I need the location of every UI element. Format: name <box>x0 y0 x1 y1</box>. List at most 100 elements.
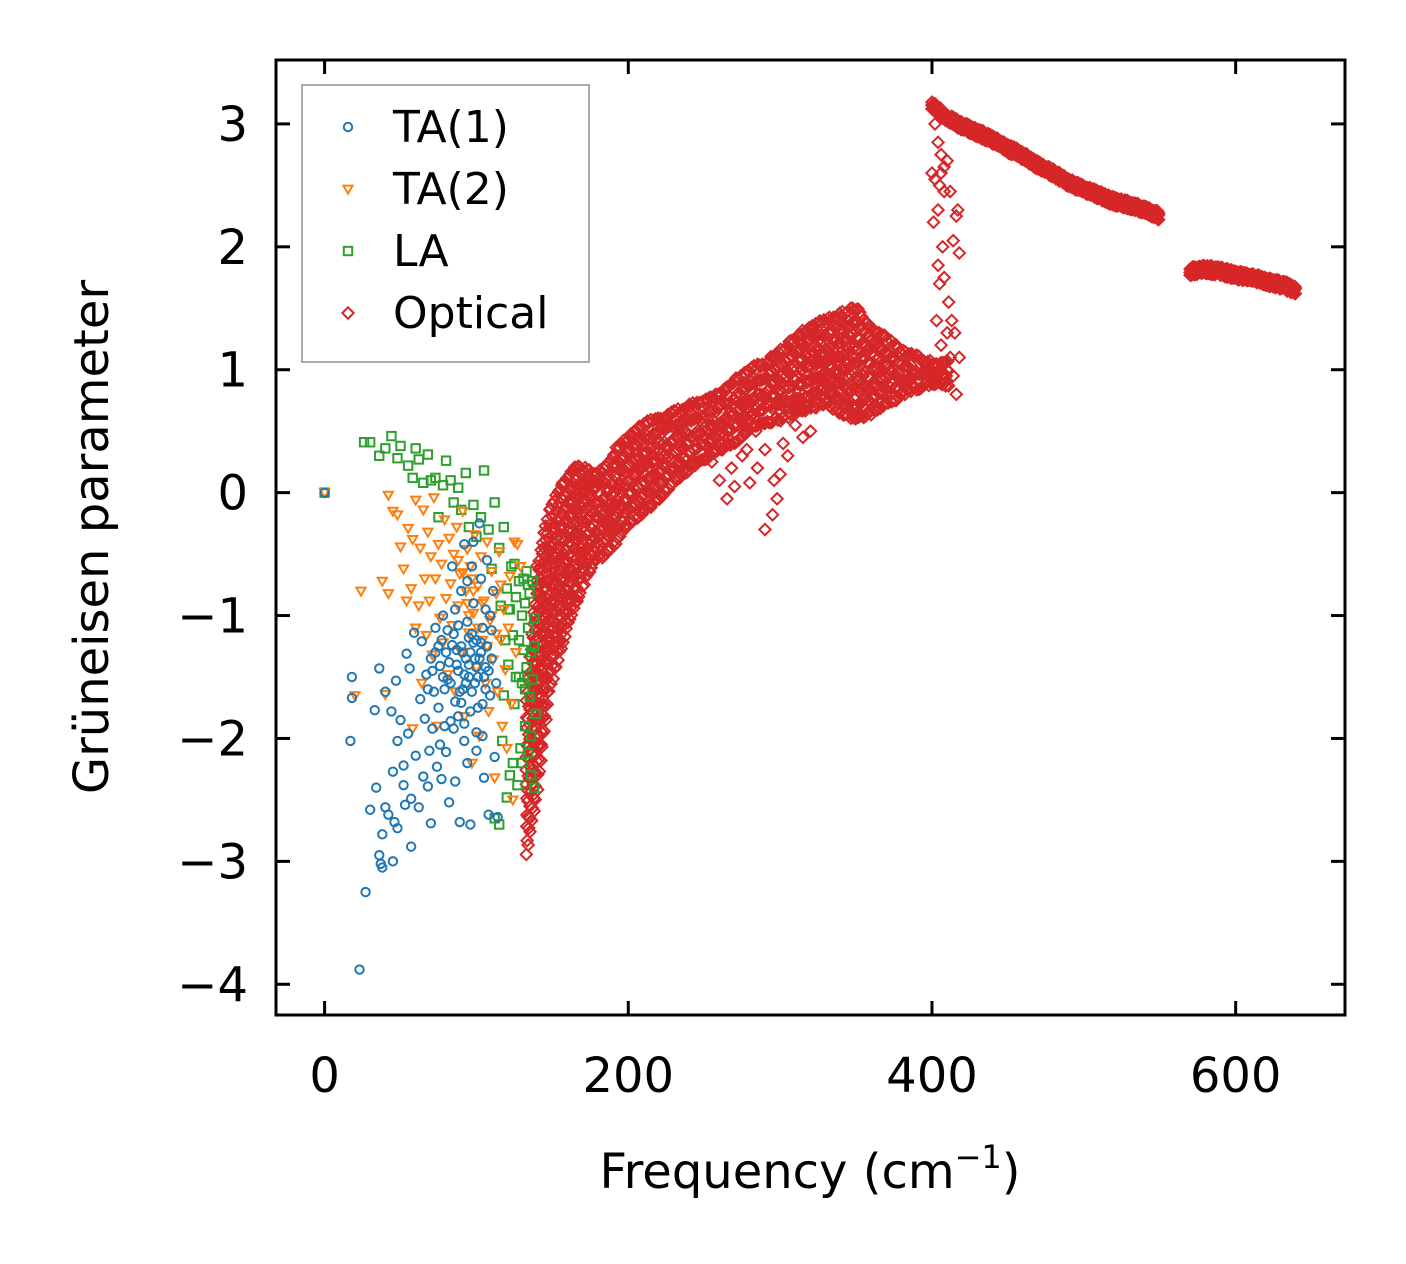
ta2-point <box>442 533 456 545</box>
la-point <box>440 455 452 466</box>
ta2-point <box>391 510 404 522</box>
la-point <box>528 641 540 652</box>
ta1-point <box>410 750 421 761</box>
ta1-point <box>474 518 485 529</box>
ta1-point <box>419 713 431 724</box>
ta1-point <box>481 641 493 652</box>
ta1-point <box>369 704 380 716</box>
la-point <box>528 612 540 624</box>
ta2-point <box>476 598 489 610</box>
optical-point <box>944 313 959 328</box>
ta1-point <box>480 684 491 695</box>
optical-point <box>569 500 585 515</box>
optical-point <box>1151 205 1166 220</box>
optical-point <box>662 461 678 476</box>
ta2-point <box>479 678 492 690</box>
optical-point <box>742 475 757 490</box>
optical-point <box>943 350 958 365</box>
ta1-point <box>468 598 479 609</box>
y-axis-title: Grüneisen parameter <box>64 280 120 795</box>
ta2-point <box>506 795 520 807</box>
optical-point <box>521 837 536 853</box>
x-axis-title-close: ) <box>1002 1144 1021 1200</box>
optical-point <box>780 448 795 463</box>
ta1-point <box>462 757 473 769</box>
plot-frame <box>274 58 1347 1017</box>
ta1-point <box>471 745 482 756</box>
optical-point <box>657 469 672 485</box>
optical-point <box>617 505 632 520</box>
optical-point <box>831 363 846 379</box>
ta1-point <box>440 746 452 758</box>
ta1-point <box>319 487 330 498</box>
optical-point <box>781 351 797 366</box>
la-point <box>519 684 531 695</box>
plot-data-layer <box>318 95 1303 975</box>
ta1-point <box>439 684 450 695</box>
optical-point <box>536 684 551 699</box>
optical-point <box>926 215 941 230</box>
ta1-point <box>451 644 462 656</box>
ta1-point <box>422 684 434 695</box>
la-point <box>516 677 528 689</box>
legend-marker-la <box>342 245 354 257</box>
la-point <box>468 499 479 511</box>
ta2-point <box>489 589 503 601</box>
optical-point <box>770 491 785 506</box>
optical-point <box>909 382 924 397</box>
x-tick-label: 0 <box>309 1048 340 1104</box>
optical-point <box>757 442 773 457</box>
ta2-point <box>465 574 479 586</box>
ta2-point <box>497 605 511 617</box>
optical-point <box>546 671 561 686</box>
ta1-point <box>492 811 503 823</box>
optical-point <box>929 313 944 328</box>
ta1-point <box>371 782 382 793</box>
optical-point <box>528 792 543 807</box>
ta1-point <box>453 711 464 722</box>
ta1-point <box>484 610 496 621</box>
y-tick-label: −1 <box>177 589 248 645</box>
ta1-point <box>443 797 455 808</box>
ta1-point <box>430 647 441 658</box>
ta1-point <box>434 739 446 750</box>
ta1-point <box>395 714 406 726</box>
optical-point <box>712 428 727 444</box>
optical-point <box>765 507 780 522</box>
ta2-point <box>382 490 395 502</box>
la-point <box>498 690 509 701</box>
ta2-point <box>412 601 426 613</box>
series-la <box>319 430 541 830</box>
la-point <box>530 708 541 720</box>
x-tick-label: 400 <box>886 1048 978 1104</box>
optical-point <box>952 245 967 261</box>
optical-point <box>892 371 907 386</box>
optical-point <box>552 590 567 605</box>
ta1-point <box>413 802 424 813</box>
optical-point <box>657 448 672 463</box>
ta2-point <box>438 515 451 527</box>
ta2-point <box>416 505 430 517</box>
optical-point <box>727 479 742 494</box>
optical-point <box>803 424 818 439</box>
ta2-point <box>465 758 479 770</box>
ta2-point <box>435 559 448 571</box>
legend: TA(1) TA(2) LA Optical <box>301 84 590 363</box>
optical-point <box>582 564 597 579</box>
optical-point <box>841 313 856 328</box>
ta2-point <box>450 522 464 534</box>
ta1-point <box>486 625 497 636</box>
optical-point <box>709 424 724 439</box>
ta1-point <box>416 636 427 647</box>
la-point <box>521 566 532 577</box>
ta2-point <box>348 691 362 703</box>
ta1-point <box>471 727 482 738</box>
ta2-point <box>424 552 438 564</box>
ta2-point <box>488 773 502 785</box>
ta1-point <box>483 665 494 677</box>
ta1-point <box>449 696 461 707</box>
ta2-point <box>485 566 498 578</box>
ta1-point <box>486 653 497 664</box>
la-point <box>522 748 534 759</box>
ta2-point <box>397 564 410 576</box>
